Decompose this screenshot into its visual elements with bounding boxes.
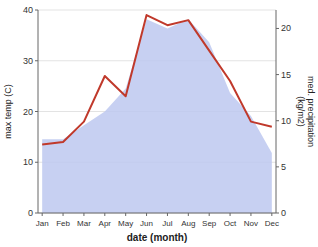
axes: 0 10 20 30 40 0 5 10 15 20 Jan Feb Mar Apr May Jun Jul Au… [23,5,291,228]
y2-tick-label: 15 [281,70,291,80]
x-tick-label: Apr [99,219,112,228]
y2-tick-label: 20 [281,23,291,33]
plot-area [42,15,272,213]
grid-line [38,213,276,214]
page: {"chart_data": {"type": "line", "xlabel"… [0,0,318,247]
y-tick [35,111,38,112]
chart: 0 10 20 30 40 0 5 10 15 20 Jan Feb Mar Apr May Jun Jul Au… [0,0,318,247]
y2-tick-label: 10 [281,116,291,126]
y2-tick [276,120,279,121]
x-tick-label: Jun [140,219,153,228]
y-tick [35,213,38,214]
y2-axis-label: med. precipitation(kg/m2) [296,76,316,147]
x-tick-label: Feb [56,219,70,228]
y-tick [35,10,38,11]
y-tick-label: 0 [28,208,33,218]
y-tick-label: 30 [23,56,33,66]
y-axis-label: max temp (C) [3,84,13,139]
x-tick-label: Dec [265,219,279,228]
y-tick [35,162,38,163]
y-tick-label: 10 [23,157,33,167]
x-tick [83,213,84,216]
y2-tick-label: 5 [281,162,286,172]
precipitation-area [42,19,272,213]
x-tick [271,213,272,216]
grid-line [38,10,276,11]
x-tick [230,213,231,216]
x-tick-label: Aug [181,219,195,228]
y2-tick [276,166,279,167]
x-tick-label: Jan [36,219,49,228]
y-tick-label: 40 [23,5,33,15]
y2-axis-line [276,10,277,213]
x-tick [104,213,105,216]
x-axis-label: date (month) [127,232,188,243]
x-tick [42,213,43,216]
x-tick [167,213,168,216]
x-tick [188,213,189,216]
x-tick-label: Mar [77,219,91,228]
x-tick [250,213,251,216]
x-tick-label: Nov [244,219,258,228]
temperature-line [42,15,272,144]
x-tick-label: Sep [202,219,217,228]
x-tick [63,213,64,216]
y-tick [35,60,38,61]
x-tick-label: Jul [162,219,172,228]
y2-tick [276,213,279,214]
x-axis-line [38,213,276,214]
grid [38,10,276,213]
x-tick [209,213,210,216]
y2-tick [276,28,279,29]
x-tick-label: Oct [224,219,237,228]
x-tick [146,213,147,216]
x-tick [125,213,126,216]
y2-tick-label: 0 [281,208,286,218]
x-tick-label: May [118,219,133,228]
y-tick-label: 20 [23,107,33,117]
y2-tick [276,74,279,75]
y2-axis-label-line: (kg/m2) [296,96,306,127]
y2-axis-label-line: med. precipitation [306,76,316,147]
